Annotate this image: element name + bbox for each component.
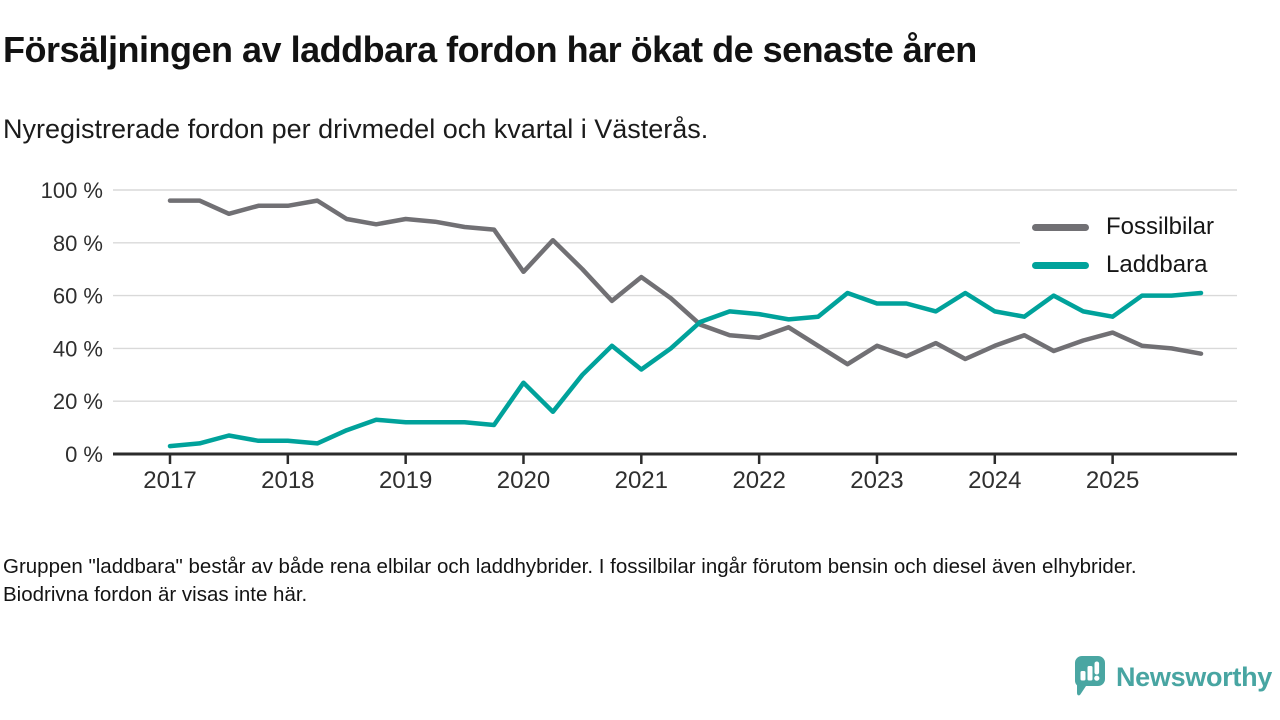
svg-text:2021: 2021 (615, 467, 668, 494)
legend-item-fossilbilar: Fossilbilar (1032, 213, 1256, 241)
svg-text:40 %: 40 % (53, 336, 103, 361)
svg-text:80 %: 80 % (53, 231, 103, 256)
svg-text:100 %: 100 % (41, 178, 103, 203)
newsworthy-logo-text: Newsworthy (1115, 661, 1272, 692)
fossilbilar-line-swatch-icon (1032, 223, 1089, 231)
svg-text:2019: 2019 (379, 467, 432, 494)
laddbara-line-swatch-icon (1032, 261, 1089, 269)
svg-text:60 %: 60 % (53, 284, 103, 309)
svg-text:2024: 2024 (968, 467, 1021, 494)
newsworthy-logo: Newsworthy (1073, 650, 1272, 704)
svg-text:0 %: 0 % (65, 442, 103, 467)
legend-label-fossilbilar: Fossilbilar (1106, 213, 1215, 240)
svg-text:2023: 2023 (850, 467, 903, 494)
svg-text:2022: 2022 (732, 467, 785, 494)
svg-text:20 %: 20 % (53, 389, 103, 414)
chart-subtitle: Nyregistrerade fordon per drivmedel och … (3, 114, 709, 144)
chart-footnote: Gruppen "laddbara" består av både rena e… (3, 555, 1137, 607)
chart-legend: Fossilbilar Laddbara (1020, 207, 1256, 285)
svg-text:2025: 2025 (1086, 467, 1139, 494)
newsworthy-speech-bubble-icon (1074, 656, 1105, 696)
line-chart: 0 % 20 % 40 % 60 % 80 % 100 % 2017 2018 2019 2020… (41, 178, 1237, 494)
legend-label-laddbara: Laddbara (1106, 251, 1208, 278)
chart-title: Försäljningen av laddbara fordon har öka… (3, 29, 977, 70)
svg-text:2020: 2020 (497, 467, 550, 494)
legend-item-laddbara: Laddbara (1032, 251, 1256, 279)
svg-text:2017: 2017 (143, 467, 196, 494)
svg-text:2018: 2018 (261, 467, 314, 494)
chart-area: 0 % 20 % 40 % 60 % 80 % 100 % 2017 2018 2019 2020… (0, 170, 1280, 510)
